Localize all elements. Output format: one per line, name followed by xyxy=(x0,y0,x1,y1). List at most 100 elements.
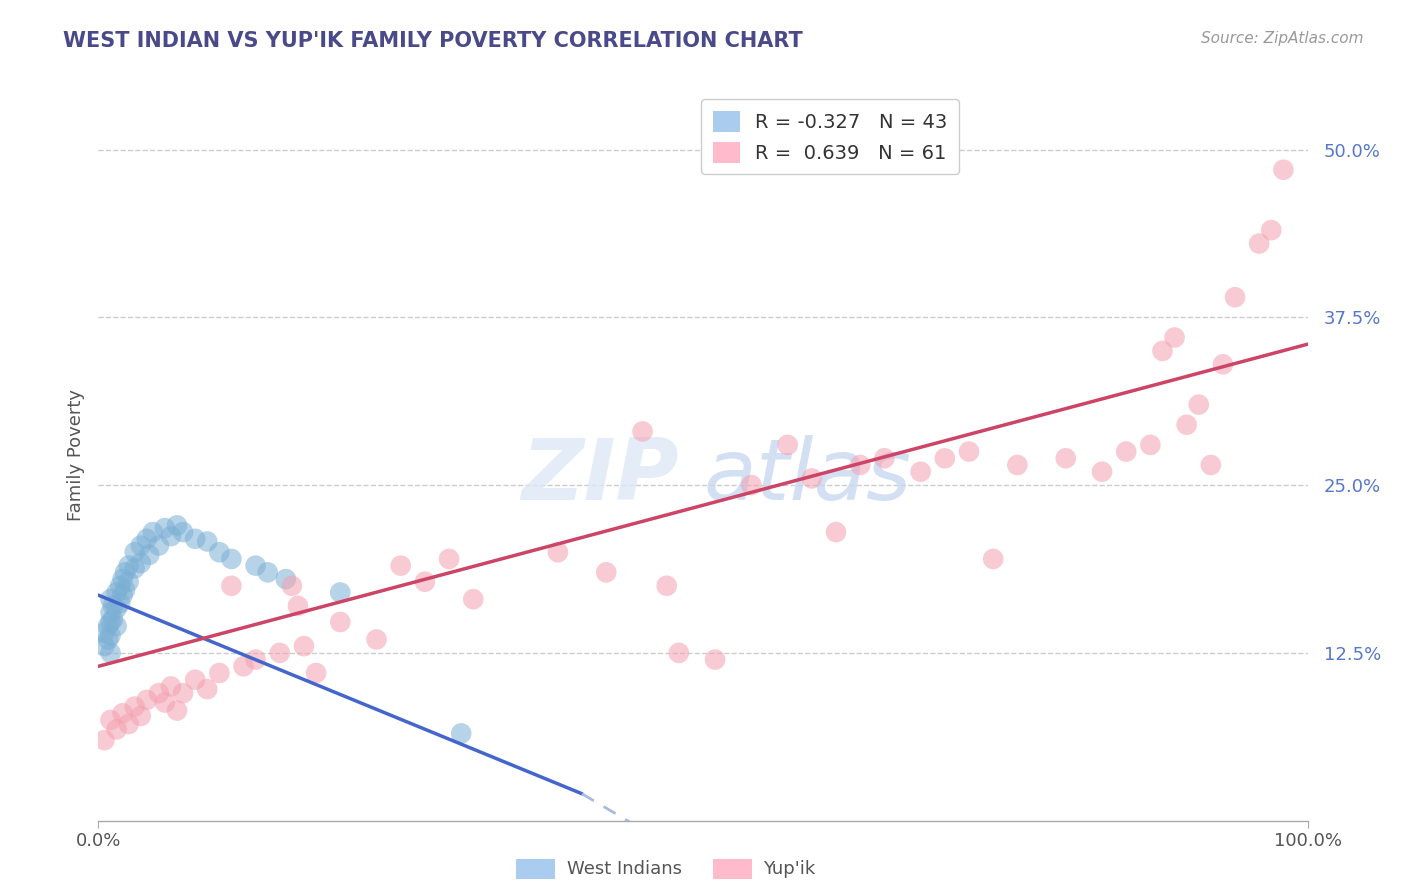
Point xyxy=(100,646,122,660)
Point xyxy=(1139,438,1161,452)
Point xyxy=(547,545,569,559)
Point xyxy=(437,552,460,566)
Point xyxy=(166,704,188,718)
Point xyxy=(135,532,157,546)
Point xyxy=(256,566,278,580)
Point xyxy=(105,723,128,737)
Point xyxy=(111,588,134,602)
Point xyxy=(1260,223,1282,237)
Point xyxy=(329,585,352,599)
Point xyxy=(184,673,207,687)
Point xyxy=(124,545,146,559)
Text: Source: ZipAtlas.com: Source: ZipAtlas.com xyxy=(1201,31,1364,46)
Point xyxy=(800,471,823,485)
Point xyxy=(221,579,243,593)
Point xyxy=(873,451,896,466)
Point xyxy=(195,534,218,549)
Point xyxy=(292,639,315,653)
Point xyxy=(981,552,1004,566)
Point xyxy=(195,682,218,697)
Point xyxy=(100,592,122,607)
Point xyxy=(111,706,134,721)
Point xyxy=(957,444,980,458)
Point xyxy=(108,596,131,610)
Point xyxy=(129,556,152,570)
Text: atlas: atlas xyxy=(703,435,911,518)
Point xyxy=(208,665,231,680)
Point xyxy=(1091,465,1114,479)
Point xyxy=(148,539,170,553)
Point xyxy=(849,458,872,472)
Point xyxy=(100,713,122,727)
Point xyxy=(305,665,328,680)
Point xyxy=(118,717,141,731)
Point xyxy=(124,561,146,575)
Point xyxy=(1199,458,1222,472)
Point xyxy=(221,552,243,566)
Point xyxy=(389,558,412,573)
Point xyxy=(100,628,122,642)
Point xyxy=(934,451,956,466)
Point xyxy=(413,574,436,589)
Point xyxy=(160,529,183,543)
Point xyxy=(463,592,485,607)
Point xyxy=(668,646,690,660)
Point xyxy=(1272,162,1295,177)
Point xyxy=(93,639,115,653)
Point xyxy=(329,615,352,629)
Point xyxy=(1115,444,1137,458)
Point xyxy=(1223,290,1246,304)
Point xyxy=(184,532,207,546)
Point xyxy=(1249,236,1271,251)
Y-axis label: Family Poverty: Family Poverty xyxy=(66,389,84,521)
Point xyxy=(118,558,141,573)
Point xyxy=(108,579,131,593)
Point xyxy=(450,726,472,740)
Point xyxy=(111,572,134,586)
Point xyxy=(245,652,267,666)
Text: Yup'ik: Yup'ik xyxy=(763,860,815,878)
Point xyxy=(160,680,183,694)
Point xyxy=(166,518,188,533)
Point xyxy=(100,615,122,629)
Point xyxy=(1152,343,1174,358)
Point xyxy=(100,606,122,620)
Point xyxy=(105,585,128,599)
Point xyxy=(135,693,157,707)
Point xyxy=(825,525,848,540)
Point xyxy=(93,733,115,747)
Point xyxy=(101,599,124,613)
Point xyxy=(232,659,254,673)
Point xyxy=(172,686,194,700)
Point xyxy=(245,558,267,573)
Point xyxy=(1007,458,1029,472)
Point xyxy=(1054,451,1077,466)
Point xyxy=(118,574,141,589)
Point xyxy=(740,478,762,492)
Point xyxy=(1212,357,1234,371)
Point xyxy=(153,696,176,710)
Legend: R = -0.327   N = 43, R =  0.639   N = 61: R = -0.327 N = 43, R = 0.639 N = 61 xyxy=(702,99,959,174)
Text: WEST INDIAN VS YUP'IK FAMILY POVERTY CORRELATION CHART: WEST INDIAN VS YUP'IK FAMILY POVERTY COR… xyxy=(63,31,803,51)
Point xyxy=(287,599,309,613)
Text: ZIP: ZIP xyxy=(522,435,679,518)
Point xyxy=(138,548,160,562)
Point xyxy=(114,566,136,580)
Point xyxy=(101,612,124,626)
Point xyxy=(281,579,304,593)
Point xyxy=(704,652,727,666)
Point xyxy=(1188,398,1211,412)
Point xyxy=(153,521,176,535)
Point xyxy=(105,619,128,633)
Point xyxy=(1175,417,1198,432)
Point xyxy=(129,539,152,553)
Point xyxy=(97,619,120,633)
Point xyxy=(129,709,152,723)
Point xyxy=(148,686,170,700)
Point xyxy=(269,646,291,660)
Point xyxy=(93,625,115,640)
Point xyxy=(172,525,194,540)
Point xyxy=(910,465,932,479)
Point xyxy=(366,632,388,647)
Point xyxy=(776,438,799,452)
